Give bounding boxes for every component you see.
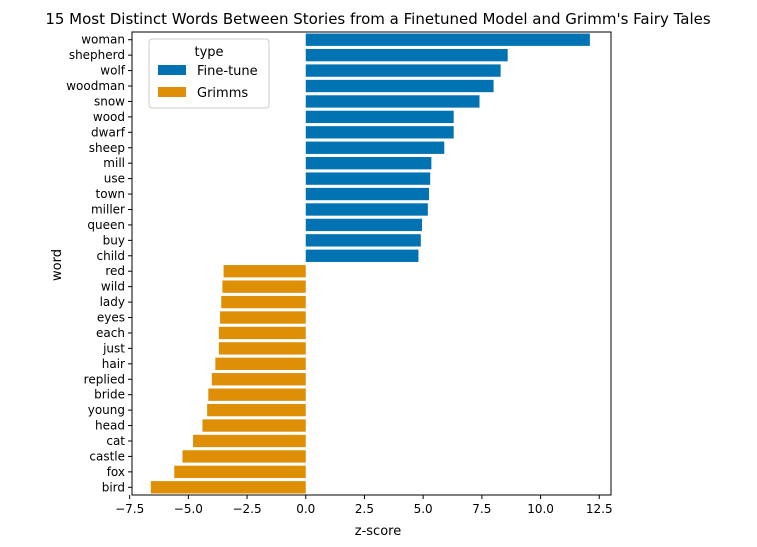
x-axis-label: z-score bbox=[355, 524, 401, 539]
bar-bride bbox=[208, 388, 306, 401]
x-tick-label: −5.0 bbox=[174, 502, 203, 516]
y-tick-label-mill: mill bbox=[103, 156, 125, 170]
y-tick-label-bride: bride bbox=[94, 388, 125, 402]
bar-bird bbox=[150, 481, 306, 494]
bar-miller bbox=[305, 203, 428, 216]
bar-town bbox=[305, 187, 430, 201]
y-tick-label-castle: castle bbox=[89, 449, 125, 463]
y-tick-label-town: town bbox=[96, 187, 125, 201]
y-tick-label-shepherd: shepherd bbox=[69, 48, 125, 62]
y-tick-label-head: head bbox=[95, 419, 125, 433]
y-tick-label-child: child bbox=[97, 249, 126, 263]
x-tick-label: 0.0 bbox=[296, 502, 315, 516]
y-tick-label-wild: wild bbox=[101, 280, 125, 294]
y-tick-label-bird: bird bbox=[102, 480, 125, 494]
bar-red bbox=[223, 265, 306, 278]
bar-dwarf bbox=[305, 126, 454, 139]
bar-queen bbox=[305, 218, 422, 232]
y-tick-label-wood: wood bbox=[93, 110, 125, 124]
y-tick-label-young: young bbox=[88, 403, 125, 417]
x-tick-label: 7.5 bbox=[472, 502, 491, 516]
bar-buy bbox=[305, 234, 421, 247]
legend-label-fine-tune: Fine-tune bbox=[197, 64, 258, 79]
y-tick-label-just: just bbox=[102, 341, 125, 355]
chart-title: 15 Most Distinct Words Between Stories f… bbox=[45, 10, 711, 28]
y-tick-label-buy: buy bbox=[103, 233, 125, 247]
bar-replied bbox=[211, 373, 306, 386]
bar-snow bbox=[305, 95, 480, 108]
bar-wild bbox=[222, 280, 306, 293]
bar-head bbox=[202, 419, 306, 432]
x-ticks: −7.5 −5.0 −2.5 0.0 2.5 5.0 7.5 10.0 12.5 bbox=[115, 495, 613, 516]
x-tick-label: −7.5 bbox=[115, 502, 144, 516]
bar-each bbox=[218, 326, 306, 340]
bar-mill bbox=[305, 157, 432, 170]
y-tick-label-red: red bbox=[105, 264, 125, 278]
bars-group bbox=[150, 33, 590, 494]
bar-wood bbox=[305, 110, 454, 124]
y-tick-label-each: each bbox=[96, 326, 125, 340]
bar-use bbox=[305, 172, 431, 185]
bar-woman bbox=[305, 33, 590, 46]
y-tick-label-queen: queen bbox=[87, 218, 125, 232]
bar-just bbox=[218, 342, 306, 355]
bar-shepherd bbox=[305, 48, 508, 62]
x-tick-label: 2.5 bbox=[355, 502, 374, 516]
bar-cat bbox=[193, 434, 306, 448]
x-tick-label: 10.0 bbox=[527, 502, 554, 516]
bar-child bbox=[305, 249, 419, 262]
y-tick-label-fox: fox bbox=[107, 465, 125, 479]
y-tick-label-miller: miller bbox=[91, 202, 125, 216]
legend-swatch-grimms bbox=[158, 87, 186, 97]
bar-castle bbox=[182, 450, 306, 463]
bar-wolf bbox=[305, 64, 501, 77]
bar-eyes bbox=[220, 311, 306, 324]
y-axis-label: word bbox=[50, 249, 65, 281]
bar-lady bbox=[221, 295, 306, 309]
bar-hair bbox=[215, 357, 306, 370]
bar-woodman bbox=[305, 79, 494, 93]
x-tick-label: 12.5 bbox=[586, 502, 613, 516]
y-tick-label-lady: lady bbox=[100, 295, 125, 309]
x-tick-label: −2.5 bbox=[232, 502, 261, 516]
legend: type Fine-tune Grimms bbox=[148, 38, 270, 109]
y-tick-label-snow: snow bbox=[94, 94, 125, 108]
legend-label-grimms: Grimms bbox=[197, 86, 248, 101]
y-tick-label-woodman: woodman bbox=[66, 79, 125, 93]
y-tick-label-replied: replied bbox=[84, 372, 125, 386]
legend-swatch-fine-tune bbox=[158, 65, 186, 75]
y-tick-label-cat: cat bbox=[106, 434, 125, 448]
y-tick-label-use: use bbox=[104, 172, 125, 186]
x-tick-label: 5.0 bbox=[414, 502, 433, 516]
bar-fox bbox=[174, 465, 306, 479]
bar-sheep bbox=[305, 141, 445, 154]
y-tick-label-hair: hair bbox=[102, 357, 125, 371]
legend-title: type bbox=[194, 45, 223, 60]
y-tick-label-wolf: wolf bbox=[100, 64, 125, 78]
plot-frame bbox=[131, 31, 612, 496]
y-tick-label-dwarf: dwarf bbox=[91, 125, 126, 139]
y-tick-label-sheep: sheep bbox=[89, 141, 125, 155]
bar-young bbox=[207, 403, 306, 417]
y-tick-label-eyes: eyes bbox=[97, 311, 125, 325]
y-tick-label-woman: woman bbox=[81, 33, 125, 47]
